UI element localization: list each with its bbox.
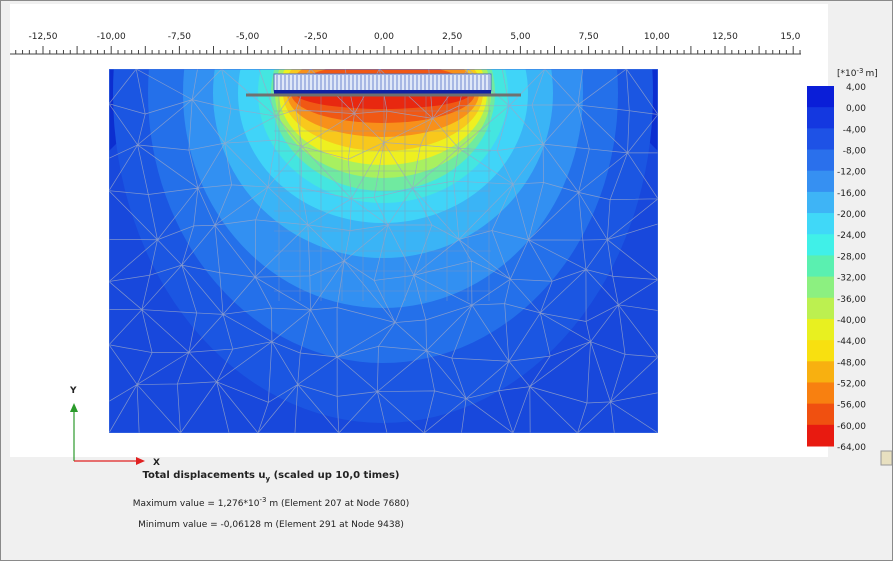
legend-label: -40,00 [837,316,866,326]
ruler-label: 12,50 [712,32,738,42]
legend-label: -52,00 [837,379,866,389]
unit-part: -3 [856,67,863,75]
legend-label: -16,00 [837,189,866,199]
max-line: Maximum value = 1,276*10-3 m (Element 20… [1,490,541,515]
ruler-label: 0,00 [374,32,394,42]
unit-part: m] [865,69,877,79]
legend-label: -28,00 [837,252,866,262]
ruler-label: 10,00 [644,32,670,42]
ruler-label: -2,50 [304,32,328,42]
legend-swatch [807,255,834,278]
legend-swatch [807,403,834,426]
legend-swatch [807,170,834,193]
legend-label: -8,00 [843,147,867,157]
legend-swatch [807,297,834,320]
lock-icon[interactable] [880,450,892,466]
ruler-label: 15,00 [780,32,806,42]
legend-label: 4,00 [846,83,866,93]
max-prefix: Maximum value = 1,276*10 [132,499,260,509]
legend-label: -4,00 [843,125,867,135]
ruler: -12,50 -10,00 -7,50 -5,00 -2,50 0,00 2,50 5,00 7… [10,32,806,55]
legend-unit: [*10-3 m] [837,67,878,79]
legend-swatch [807,424,834,447]
min-line: Minimum value = -0,06128 m (Element 291 … [138,520,404,530]
x-arrowhead [136,457,145,465]
legend-swatch [807,191,834,214]
legend-label: -36,00 [837,295,866,305]
title-suffix: (scaled up 10,0 times) [273,470,400,481]
legend-label: -20,00 [837,210,866,220]
legend-label: -56,00 [837,401,866,411]
ruler-label: 5,00 [510,32,530,42]
legend-swatch [807,128,834,151]
ruler-label: -5,00 [236,32,260,42]
ruler-label: 7,50 [579,32,599,42]
legend-swatch [807,234,834,256]
legend-swatch [807,213,834,235]
caption: Total displacements uy (scaled up 10,0 t… [1,465,541,536]
legend-label: -32,00 [837,274,866,284]
max-exp: -3 [259,496,267,504]
legend-label: 0,00 [846,104,866,114]
legend-label: -44,00 [837,337,866,347]
legend-label: -60,00 [837,422,866,432]
legend-swatch [807,382,834,405]
mesh [109,69,658,433]
ruler-label: -7,50 [168,32,192,42]
legend-swatch [807,276,834,299]
contour-plot [109,69,658,433]
ruler-label: -10,00 [97,32,126,42]
max-suffix: m (Element 207 at Node 7680) [269,499,410,509]
legend: [*10-3 m] 4,00 0,00 -4,00 -8,00 -12,00 -16,00 -2… [807,67,878,453]
title-text: Total displacements u [142,470,266,481]
x-axis-label: X [153,458,160,468]
ruler-label: -12,50 [28,32,57,42]
fine-mesh [274,96,491,301]
load-hatch [276,75,490,90]
y-axis-label: Y [69,386,77,396]
legend-swatch [807,149,834,172]
footing-plate [274,90,491,94]
legend-swatch [807,318,834,341]
legend-label: -12,00 [837,168,866,178]
legend-swatch [807,107,834,129]
unit-part: [*10 [837,69,857,79]
legend-swatch [807,86,834,108]
legend-label: -24,00 [837,231,866,241]
legend-label: -48,00 [837,358,866,368]
ruler-label: 2,50 [442,32,462,42]
caption-title: Total displacements uy (scaled up 10,0 t… [1,465,541,490]
title-sub: y [265,475,271,483]
legend-label: -64,00 [837,443,866,453]
y-arrowhead [70,403,78,412]
legend-swatch [807,361,834,383]
legend-swatch [807,340,834,362]
footing [273,73,492,92]
